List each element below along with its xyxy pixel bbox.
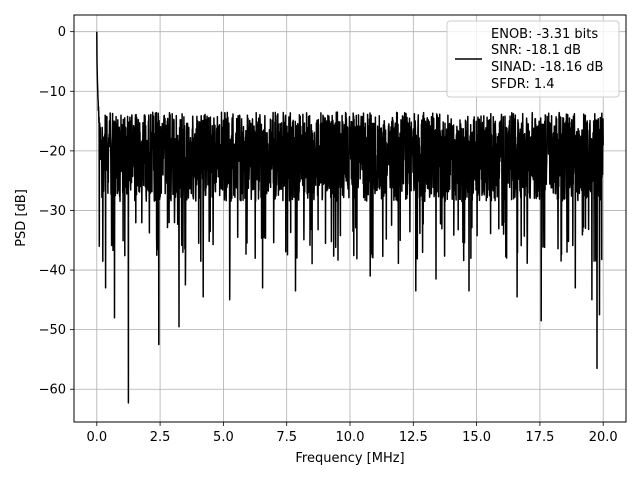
legend: ENOB: -3.31 bits SNR: -18.1 dB SINAD: -1… <box>446 20 620 98</box>
x-tick-label: 12.5 <box>399 430 428 445</box>
x-tick-label: 10.0 <box>336 430 365 445</box>
legend-box <box>446 20 620 98</box>
psd-series <box>96 31 604 404</box>
y-axis-label: PSD [dB] <box>14 189 29 247</box>
y-tick-label: −10 <box>39 85 66 100</box>
y-tick-label: −50 <box>39 323 66 338</box>
x-tick-label: 0.0 <box>86 430 107 445</box>
x-axis-label: Frequency [MHz] <box>295 451 404 466</box>
legend-entry-sinad: SINAD: -18.16 dB <box>491 60 603 75</box>
axis-ticks: 0.0 2.5 5.0 7.5 10.0 12.5 15.0 17.5 20.0 0 −10 −20 −… <box>39 25 618 445</box>
y-tick-label: −20 <box>39 144 66 159</box>
legend-entry-snr: SNR: -18.1 dB <box>491 43 581 58</box>
x-tick-label: 2.5 <box>150 430 171 445</box>
legend-entry-sfdr: SFDR: 1.4 <box>491 77 555 92</box>
x-tick-label: 15.0 <box>462 430 491 445</box>
y-tick-label: −40 <box>39 264 66 279</box>
x-tick-label: 7.5 <box>276 430 297 445</box>
y-tick-label: −30 <box>39 204 66 219</box>
x-tick-label: 5.0 <box>213 430 234 445</box>
y-tick-label: 0 <box>58 25 66 40</box>
x-tick-label: 20.0 <box>589 430 618 445</box>
x-tick-label: 17.5 <box>525 430 554 445</box>
y-tick-label: −60 <box>39 383 66 398</box>
psd-line <box>96 31 604 404</box>
legend-entry-enob: ENOB: -3.31 bits <box>491 27 598 42</box>
